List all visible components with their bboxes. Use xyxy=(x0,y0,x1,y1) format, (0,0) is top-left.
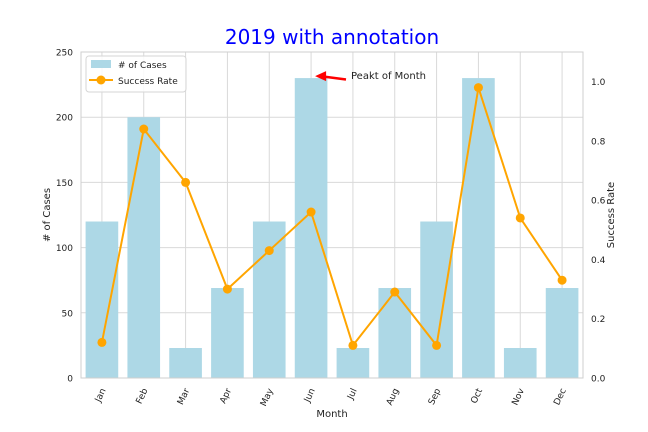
left-tick-label: 150 xyxy=(56,179,73,189)
x-tick-label: Feb xyxy=(135,387,151,406)
chart-title: 2019 with annotation xyxy=(225,25,439,49)
right-tick-label: 0.0 xyxy=(591,375,606,385)
y-axis-label: # of Cases xyxy=(42,188,53,242)
annotation-text: Peakt of Month xyxy=(351,71,426,82)
point-jul xyxy=(348,340,358,350)
bar-may xyxy=(252,221,286,378)
bar-feb xyxy=(127,117,161,378)
legend-label-rate: Success Rate xyxy=(118,77,178,87)
bar-nov xyxy=(503,348,537,378)
left-tick-label: 50 xyxy=(62,309,74,319)
legend-label-cases: # of Cases xyxy=(118,61,167,71)
point-jun xyxy=(306,207,316,217)
x-tick-label: Mar xyxy=(176,387,192,407)
x-tick-label: Aug xyxy=(385,387,401,407)
x-tick-label: Nov xyxy=(510,386,527,407)
line-series xyxy=(97,83,567,350)
point-aug xyxy=(390,287,400,297)
point-feb xyxy=(139,124,149,134)
point-apr xyxy=(222,284,232,294)
right-tick-label: 1.0 xyxy=(591,78,606,88)
point-mar xyxy=(181,177,191,187)
right-tick-label: 0.4 xyxy=(591,256,606,266)
bar-apr xyxy=(211,288,244,378)
bar-oct xyxy=(462,78,495,378)
point-may xyxy=(264,246,274,256)
bar-jul xyxy=(336,348,370,378)
x-tick-label: Jun xyxy=(302,387,317,405)
left-tick-label: 250 xyxy=(56,49,73,59)
left-tick-label: 0 xyxy=(67,375,73,385)
legend: # of Cases Success Rate xyxy=(85,55,187,93)
x-tick-label: Oct xyxy=(469,387,485,406)
annotation-arrow-head xyxy=(315,71,327,82)
bar-jun xyxy=(294,78,328,378)
right-tick-label: 0.2 xyxy=(591,315,605,325)
point-dec xyxy=(557,275,567,285)
legend-swatch-bar xyxy=(91,60,111,68)
right-axis-ticks: 0.0 0.2 0.4 0.6 0.8 1.0 xyxy=(591,78,606,384)
x-axis-label: Month xyxy=(316,409,347,420)
x-axis-ticks: Jan Feb Mar Apr May Jun Jul Aug Sep Oct Nov Dec xyxy=(93,386,569,408)
x-tick-label: Sep xyxy=(427,387,443,407)
plot-frame xyxy=(80,51,584,379)
x-tick-label: Dec xyxy=(552,387,568,407)
y2-axis-label: Success Rate xyxy=(606,182,617,248)
bar-sep xyxy=(420,221,453,378)
point-sep xyxy=(432,340,442,350)
left-tick-label: 200 xyxy=(56,114,73,124)
bar-jan xyxy=(85,221,119,378)
x-tick-label: May xyxy=(259,386,276,408)
annotation: Peakt of Month xyxy=(315,71,426,82)
point-nov xyxy=(515,213,525,223)
legend-swatch-marker xyxy=(96,75,106,85)
success-rate-line xyxy=(100,87,563,348)
bar-series xyxy=(85,78,579,378)
x-tick-label: Jul xyxy=(346,387,360,402)
left-tick-label: 100 xyxy=(56,244,73,254)
left-axis-ticks: 0 50 100 150 200 250 xyxy=(56,49,73,385)
bar-mar xyxy=(169,348,202,378)
bar-dec xyxy=(545,288,579,378)
bar-aug xyxy=(378,288,412,378)
axes xyxy=(80,51,584,379)
right-tick-label: 0.6 xyxy=(591,197,606,207)
x-tick-label: Apr xyxy=(218,387,234,406)
point-jan xyxy=(97,337,107,347)
x-tick-label: Jan xyxy=(93,387,108,405)
annotation-arrow-shaft xyxy=(323,75,347,81)
point-oct xyxy=(473,83,483,93)
right-tick-label: 0.8 xyxy=(591,137,606,147)
